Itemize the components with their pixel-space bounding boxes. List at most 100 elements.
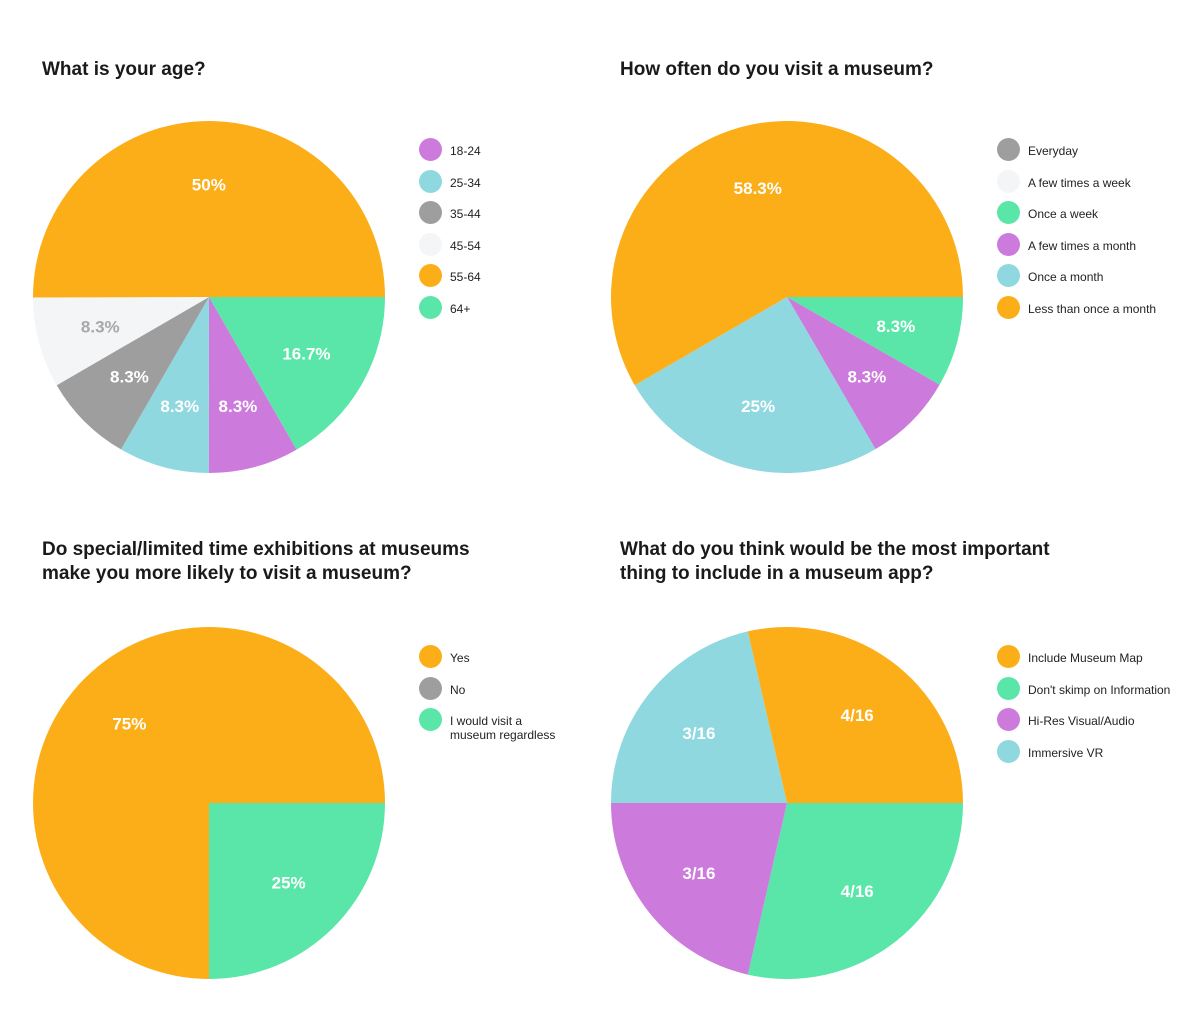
slice-data-label: 8.3% (110, 368, 149, 387)
pie-slice-don-t-skimp-on-information (747, 803, 963, 979)
slice-data-label: 4/16 (841, 882, 874, 901)
legend-item: No (419, 676, 465, 716)
legend-swatch (997, 676, 1020, 700)
pie-slice-yes (33, 627, 385, 979)
legend-label: A few times a month (1028, 238, 1137, 253)
museum-app-legend: Include Museum Map Don't skimp on Informa… (997, 645, 1170, 779)
legend-item: Once a week (997, 201, 1098, 240)
legend-label: 55-64 (450, 270, 481, 284)
legend-label: Include Museum Map (1028, 651, 1143, 665)
chart-title: How often do you visit a museum? (620, 59, 934, 80)
legend-label: Less than once a month (1028, 301, 1157, 316)
exhibitions-pie: 25% 75% (33, 627, 385, 979)
slice-data-label: 4/16 (841, 706, 874, 725)
legend-swatch (997, 138, 1020, 161)
legend-item: 35-44 (419, 201, 481, 240)
legend-label: Everyday (1028, 144, 1079, 158)
slice-data-label: 3/16 (682, 864, 715, 883)
legend-swatch (997, 201, 1020, 224)
legend-swatch (419, 708, 442, 731)
legend-swatch (419, 645, 442, 668)
legend-item: 25-34 (419, 169, 481, 209)
legend-swatch (419, 264, 442, 287)
chart-title: Do special/limited time exhibitions at m… (42, 539, 470, 584)
legend-swatch (419, 676, 442, 700)
legend-item: Don't skimp on Information (997, 676, 1170, 716)
slice-data-label: 8.3% (160, 397, 199, 416)
legend-swatch (997, 645, 1020, 668)
pie-slice-45-54 (33, 297, 209, 386)
legend-label: Don't skimp on Information (1028, 682, 1171, 697)
pie-slice-18-24 (208, 297, 297, 473)
legend-item: A few times a month (997, 232, 1136, 272)
legend-item: Hi-Res Visual/Audio (997, 708, 1135, 747)
legend-item: Once a month (997, 264, 1103, 303)
legend-swatch (419, 201, 442, 224)
legend-label: 25-34 (450, 175, 481, 190)
legend-swatch (997, 295, 1020, 319)
legend-item: A few times a week (997, 169, 1131, 209)
pie-slice-55-64 (32, 120, 385, 298)
legend-label: 64+ (450, 301, 471, 316)
legend-item: 18-24 (419, 138, 481, 177)
pie-slice-a-few-times-a-month (787, 297, 940, 450)
age-legend: 18-24 25-34 35-44 45-54 55-64 64+ (419, 138, 481, 335)
pie-slice-hi-res-visual-audio (611, 803, 787, 975)
slice-data-label: 25% (272, 874, 306, 893)
slice-data-label: 8.3% (876, 317, 915, 336)
slice-data-label: 8.3% (847, 367, 886, 386)
legend-swatch (419, 295, 442, 319)
legend-swatch (997, 708, 1020, 731)
legend-item: I would visit a museum regardless (419, 708, 555, 747)
legend-label: I would visit a museum regardless (450, 714, 556, 742)
legend-label: Once a month (1028, 270, 1104, 284)
legend-label: 18-24 (450, 144, 481, 158)
legend-item: Immersive VR (997, 739, 1103, 779)
pie-slice-once-a-week (787, 297, 963, 385)
slice-data-label: 75% (112, 714, 146, 733)
legend-swatch (419, 169, 442, 193)
slice-data-label: 50% (192, 175, 226, 194)
legend-item: Include Museum Map (997, 645, 1143, 684)
legend-item: Less than once a month (997, 295, 1156, 335)
legend-label: Once a week (1028, 207, 1099, 221)
legend-item: Everyday (997, 138, 1078, 177)
visit-frequency-legend: Everyday A few times a week Once a week A f… (997, 138, 1156, 335)
slice-data-label: 8.3% (219, 397, 258, 416)
legend-swatch (997, 739, 1020, 763)
pie-slice-less-than-once-a-month (611, 121, 963, 386)
legend-label: No (450, 682, 466, 697)
legend-label: Hi-Res Visual/Audio (1028, 714, 1135, 728)
legend-item: 45-54 (419, 232, 481, 272)
age-pie: 16.7% 8.3% 8.3% 8.3% 8.3% 50% (32, 120, 385, 473)
slice-data-label: 3/16 (682, 724, 715, 743)
pie-slice-once-a-month (634, 297, 876, 473)
legend-swatch (997, 232, 1020, 256)
pie-slice-i-would-visit-a-museum-regardless (209, 803, 385, 979)
pie-slice-35-44 (56, 297, 210, 450)
slice-data-label: 58.3% (734, 179, 782, 198)
legend-swatch (997, 169, 1020, 193)
legend-item: 64+ (419, 295, 470, 335)
legend-label: A few times a week (1028, 175, 1131, 190)
legend-label: Immersive VR (1028, 745, 1104, 760)
pie-slice-25-34 (121, 297, 209, 473)
legend-label: Yes (450, 651, 470, 665)
chart-title: What is your age? (42, 59, 206, 80)
slice-data-label: 8.3% (81, 317, 120, 336)
pie-slice-include-museum-map (747, 627, 963, 803)
slice-data-label: 25% (741, 397, 775, 416)
exhibitions-legend: Yes No I would visit a museum regardless (419, 645, 555, 747)
legend-label: 45-54 (450, 238, 481, 253)
legend-item: 55-64 (419, 264, 481, 303)
visit-frequency-pie: 8.3% 8.3% 25% 58.3% (611, 121, 963, 473)
pie-slice-immersive-vr (611, 631, 787, 803)
legend-label: 35-44 (450, 207, 481, 221)
legend-swatch (419, 138, 442, 161)
legend-swatch (997, 264, 1020, 287)
slice-data-label: 16.7% (282, 344, 330, 363)
legend-item: Yes (419, 645, 470, 684)
chart-title: What do you think would be the most impo… (620, 539, 1050, 584)
museum-app-pie: 4/16 3/16 3/16 4/16 (611, 627, 963, 979)
legend-swatch (419, 232, 442, 256)
